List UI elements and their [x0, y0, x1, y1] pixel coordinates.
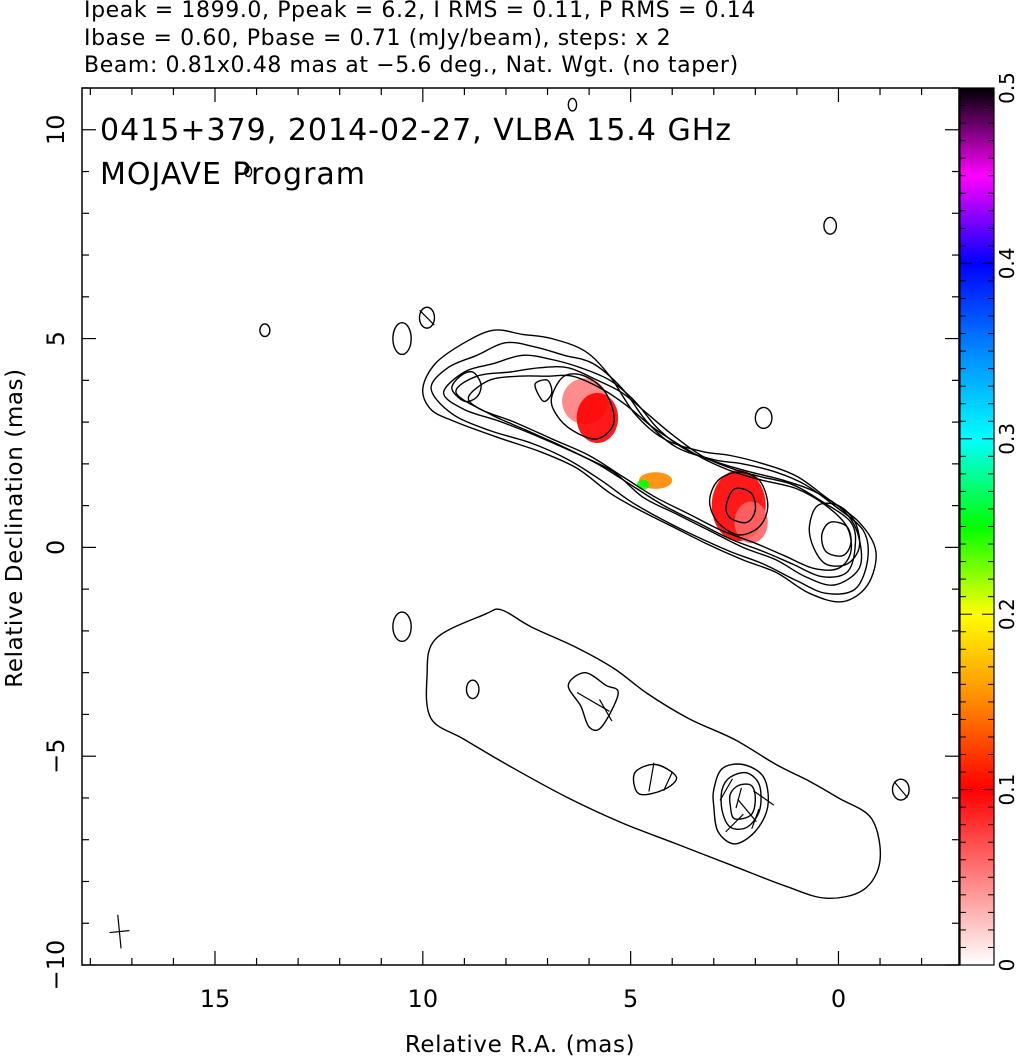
evpa-vector [719, 778, 733, 801]
stokes-i-island [754, 406, 773, 430]
stokes-i-island [891, 778, 910, 801]
stokes-i-contour [725, 487, 757, 524]
polarized-contour [632, 763, 678, 796]
stokes-i-contour [820, 521, 852, 557]
polarized-contour [567, 671, 619, 732]
evpa-vector [598, 699, 613, 722]
fracpol blob 6 [734, 501, 768, 544]
evpa-vector [893, 781, 908, 798]
y-tick-label: 10 [42, 114, 70, 145]
x-tick-label: 10 [408, 985, 439, 1013]
stokes-i-island [392, 322, 412, 356]
colorbar-tick-label: 0.1 [995, 774, 1019, 806]
stokes-i-contour [550, 373, 615, 440]
stokes-i-island [465, 679, 480, 700]
colorbar-tick-label: 0.5 [995, 72, 1019, 104]
stokes-i-island [259, 323, 271, 338]
evpa-vector [753, 790, 775, 806]
plot-title-line-1: 0415+379, 2014-02-27, VLBA 15.4 GHz [100, 113, 732, 148]
stokes-i-island [392, 611, 412, 643]
x-tick-label: 0 [831, 985, 846, 1013]
evpa-vector [735, 787, 742, 809]
polarized-contour [728, 783, 757, 820]
y-tick-label: −5 [42, 738, 70, 773]
colorbar-tick-label: 0.4 [995, 247, 1019, 279]
axis-ticks [82, 87, 959, 966]
stokes-i-contour [430, 341, 869, 595]
colorbar-tick-label: 0.2 [995, 598, 1019, 630]
header-line-3: Beam: 0.81x0.48 mas at −5.6 deg., Nat. W… [84, 53, 739, 78]
stokes-i-contour [442, 354, 863, 586]
y-tick-label: 0 [42, 540, 70, 555]
stokes-i-contour [422, 329, 877, 603]
evpa-vectors [419, 309, 908, 833]
stokes-i-contour [451, 370, 482, 403]
polarized-contour [712, 763, 770, 845]
plot-title-line-2: MOJAVE Program [100, 157, 366, 192]
evpa-vector [648, 762, 655, 792]
beam-marker [109, 914, 130, 949]
x-axis-label: Relative R.A. (mas) [405, 1032, 635, 1058]
stokes-i-contours [244, 97, 910, 801]
stokes-i-island [567, 97, 578, 112]
stokes-i-contour [808, 502, 861, 567]
y-tick-label: −10 [42, 940, 70, 991]
header-line-1: Ipeak = 1899.0, Ppeak = 6.2, I RMS = 0.1… [84, 0, 756, 23]
polarized-contour [720, 771, 762, 830]
evpa-vector [419, 309, 435, 326]
x-tick-label: 15 [200, 985, 231, 1013]
evpa-vector [737, 798, 757, 823]
polarized-contour [425, 608, 882, 899]
plot-frame [81, 87, 960, 966]
evpa-vector [663, 771, 673, 791]
x-tick-label: 5 [623, 985, 638, 1013]
colorbar-ticks: 0 0.1 0.2 0.3 0.4 0.5 [960, 72, 1019, 971]
stokes-i-contour [534, 379, 553, 403]
stokes-i-island [244, 165, 253, 178]
beam-minor-axis [109, 930, 130, 934]
fracpol blob 2 [576, 392, 619, 443]
stokes-i-contour [455, 365, 857, 578]
stokes-i-contour [708, 471, 769, 536]
stokes-i-island [418, 306, 436, 329]
y-tick-label: 5 [42, 331, 70, 346]
colorbar-tick-label: 0 [995, 959, 1019, 972]
fracpol blob 4 [636, 479, 650, 490]
header-line-2: Ibase = 0.60, Pbase = 0.71 (mJy/beam), s… [84, 26, 672, 51]
fractional-polarization-layer [562, 378, 768, 544]
evpa-vector [725, 813, 744, 833]
colorbar-tick-label: 0.3 [995, 423, 1019, 455]
evpa-vector [751, 808, 760, 829]
axis-tick-labels: 15 10 5 0 10 5 0 −5 −10 [42, 114, 846, 1013]
polarized-intensity-contours [425, 608, 882, 899]
y-axis-label: Relative Declination (mas) [2, 368, 28, 687]
stokes-i-island [823, 216, 838, 235]
